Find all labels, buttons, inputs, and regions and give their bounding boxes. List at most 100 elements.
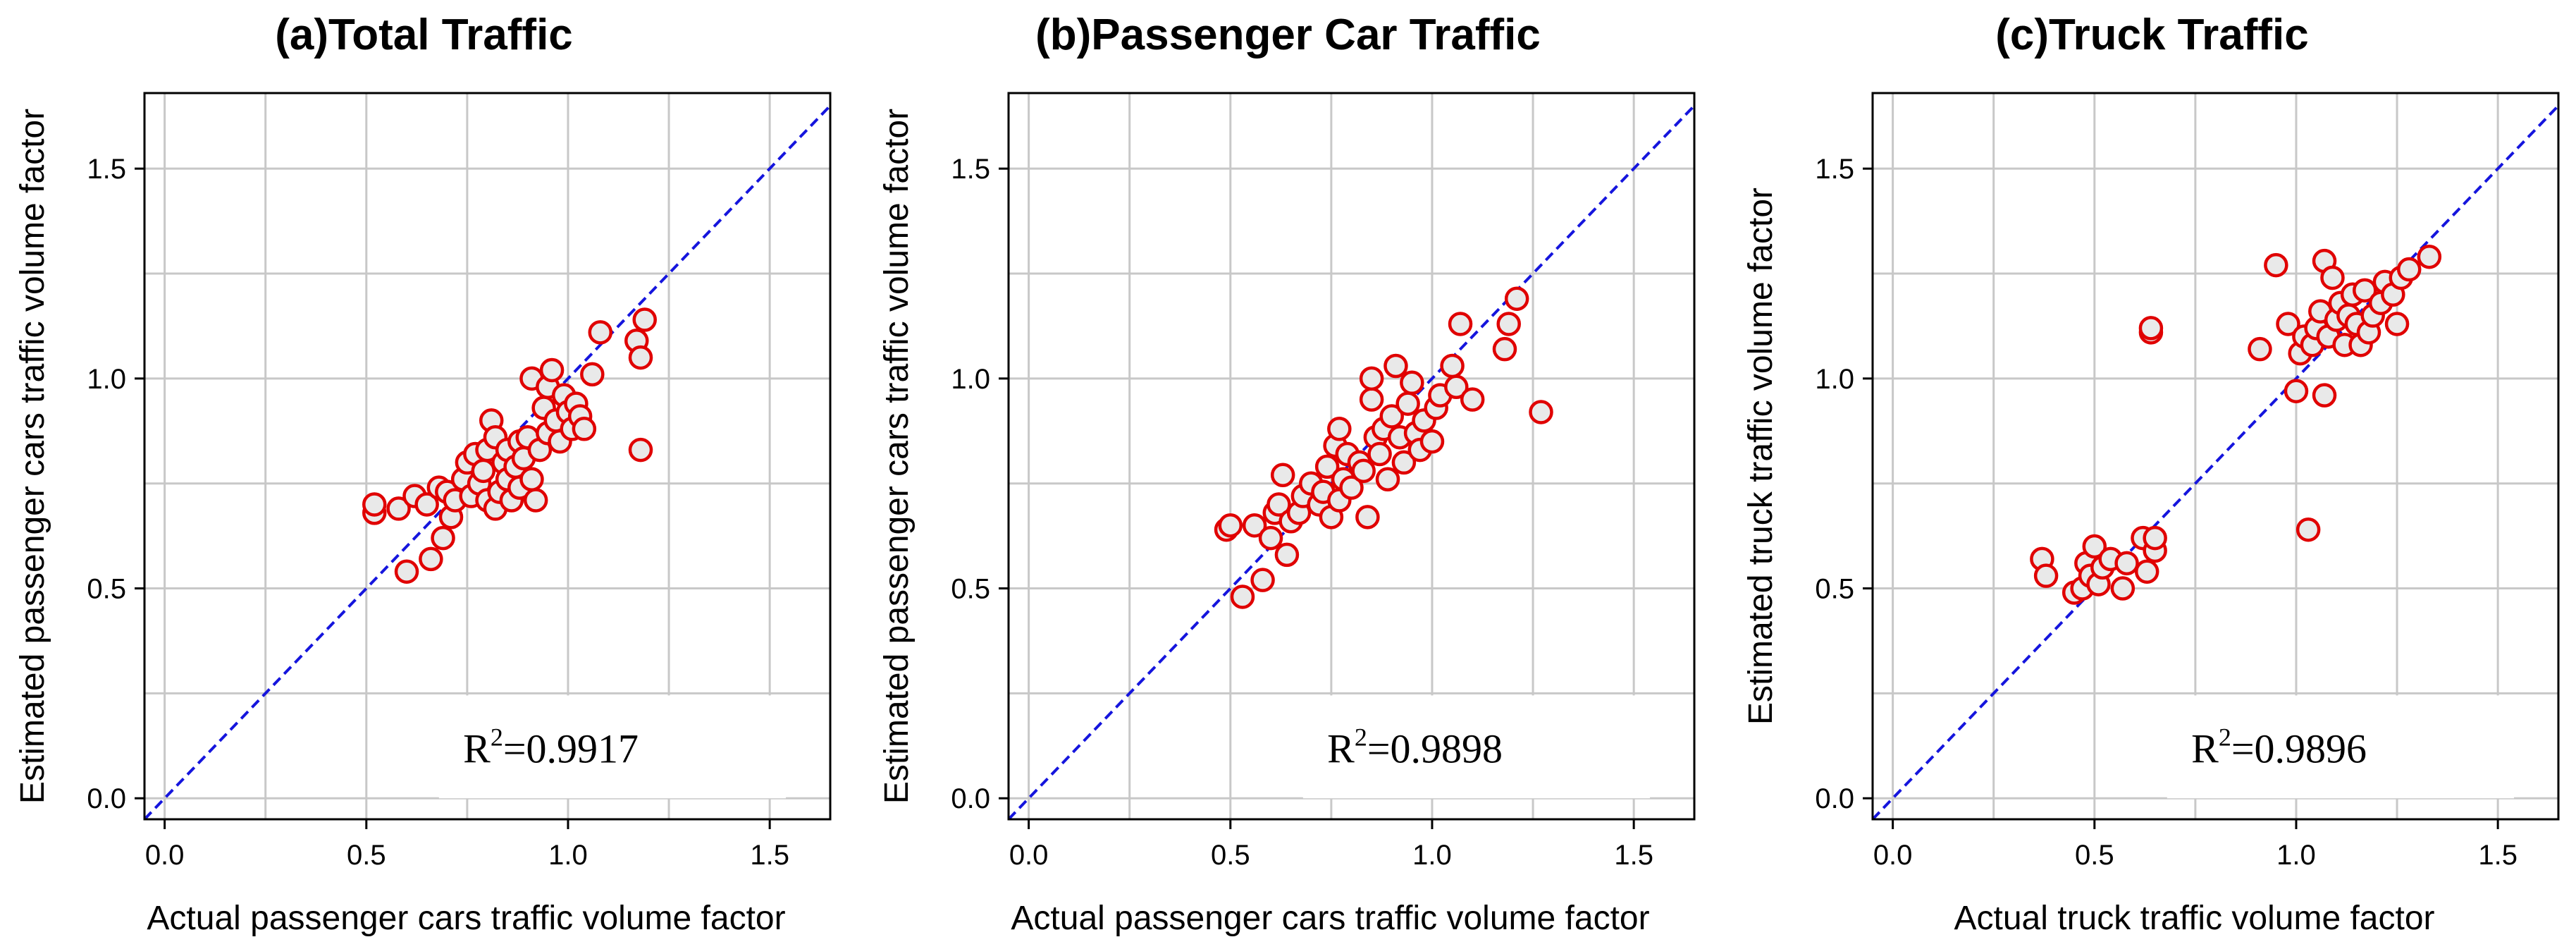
data-point	[2134, 559, 2159, 584]
y-tick-label: 1.0	[951, 364, 990, 395]
x-tick-label: 1.0	[2276, 840, 2316, 871]
data-point	[1379, 404, 1404, 429]
chart-truck-traffic: (c)Truck Traffic R2=0.9896 0.0 0.5 1.0 1.5 0.0…	[1728, 0, 2576, 949]
y-tick-label: 1.5	[87, 154, 126, 185]
data-point	[1258, 525, 1283, 551]
data-point	[1359, 366, 1384, 391]
data-point	[1440, 353, 1465, 379]
x-tick-label: 0.5	[1211, 840, 1250, 871]
y-axis-label: Estimated passenger cars traffic volume …	[14, 109, 51, 804]
x-tick-label: 0.0	[1009, 840, 1049, 871]
chart-svg-truck-traffic: (c)Truck Traffic R2=0.9896 0.0 0.5 1.0 1.5 0.0…	[1742, 11, 2560, 937]
data-point	[2033, 563, 2059, 588]
x-tick-label: 1.0	[1412, 840, 1452, 871]
data-point	[1359, 387, 1384, 412]
data-point	[1444, 374, 1469, 400]
reference-line	[144, 104, 830, 819]
y-tick-label: 0.5	[87, 574, 126, 605]
data-point	[2312, 383, 2337, 408]
x-tick-label: 0.5	[347, 840, 386, 871]
r2-superscript: 2	[2219, 723, 2231, 752]
data-point	[1395, 391, 1420, 416]
y-axis-label: Estimated truck traffic volume factor	[1742, 188, 1780, 725]
data-point	[431, 525, 455, 551]
y-tick-label: 0.0	[951, 783, 990, 814]
data-point	[1496, 312, 1521, 336]
x-tick-label: 0.0	[1873, 840, 1913, 871]
data-point	[471, 458, 496, 484]
x-tick-label: 0.0	[145, 840, 185, 871]
data-point	[2143, 525, 2167, 551]
chart-passenger-car-traffic: (b)Passenger Car Traffic R2=0.9898 0.0 0.5 1…	[864, 0, 1723, 949]
data-point	[1492, 336, 1517, 362]
x-tick-label: 1.5	[1614, 840, 1653, 871]
r2-annotation: R2=0.9917	[438, 695, 787, 799]
chart-title: (b)Passenger Car Traffic	[1035, 11, 1541, 59]
data-point	[572, 417, 597, 441]
r2-value: =0.9896	[2231, 726, 2367, 772]
r2-superscript: 2	[491, 723, 503, 752]
data-point	[1367, 441, 1392, 467]
data-point	[1529, 400, 1553, 424]
x-tick-label: 0.5	[2075, 840, 2114, 871]
y-tick-label: 0.0	[87, 783, 126, 814]
data-points	[2030, 244, 2442, 605]
data-point	[1460, 387, 1485, 412]
data-point	[414, 492, 439, 517]
r2-box	[1302, 695, 1651, 799]
data-point	[386, 496, 411, 521]
x-axis-label: Actual passenger cars traffic volume fac…	[147, 900, 785, 937]
data-point	[519, 467, 544, 491]
data-point	[1504, 286, 1529, 311]
data-points	[362, 307, 657, 584]
chart-svg-total-traffic: (a)Total Traffic R2=0.9917 0.0 0.5 1.0 1.5 0.0…	[14, 11, 832, 937]
data-point	[2276, 312, 2300, 336]
x-axis-label: Actual passenger cars traffic volume fac…	[1011, 900, 1649, 937]
reference-line	[1009, 104, 1694, 819]
data-point	[2295, 517, 2321, 542]
data-point	[2396, 257, 2422, 282]
reference-line	[1873, 104, 2558, 819]
r2-value: =0.9917	[503, 726, 639, 772]
plot-frame	[143, 92, 832, 821]
data-point	[394, 559, 419, 584]
y-tick-label: 1.0	[1815, 364, 1854, 395]
r2-prefix: R	[463, 726, 491, 772]
chart-svg-passenger-car-traffic: (b)Passenger Car Traffic R2=0.9898 0.0 0.5 1…	[878, 11, 1696, 937]
y-axis-label: Estimated passenger cars traffic volume …	[878, 109, 916, 804]
data-point	[2353, 278, 2377, 303]
data-point	[1339, 475, 1364, 500]
data-point	[632, 307, 657, 332]
r2-prefix: R	[1327, 726, 1355, 772]
y-tick-label: 1.0	[87, 364, 126, 395]
data-point	[1267, 492, 1291, 517]
data-point	[2264, 252, 2288, 278]
data-point	[1355, 505, 1380, 529]
chart-title: (c)Truck Traffic	[1995, 11, 2308, 59]
y-tick-label: 0.5	[951, 574, 990, 605]
data-point	[2417, 244, 2442, 269]
data-point	[1250, 568, 1275, 592]
data-point	[419, 546, 443, 572]
data-point	[1383, 353, 1408, 379]
data-point	[2248, 336, 2272, 362]
data-point	[2138, 316, 2164, 341]
data-point	[1375, 467, 1400, 491]
data-point	[580, 362, 605, 387]
data-point	[2082, 534, 2107, 559]
data-point	[588, 320, 613, 345]
plot-frame	[1007, 92, 1696, 821]
r2-text: R2=0.9896	[2191, 723, 2367, 772]
chart-title: (a)Total Traffic	[275, 11, 573, 59]
x-axis-label: Actual truck traffic volume factor	[1954, 900, 2434, 937]
r2-text: R2=0.9917	[463, 723, 639, 772]
data-point	[1327, 417, 1352, 441]
y-tick-label: 1.5	[951, 154, 990, 185]
r2-box	[2167, 695, 2515, 799]
data-point	[1400, 370, 1424, 396]
r2-prefix: R	[2191, 726, 2219, 772]
data-point	[1419, 429, 1445, 454]
data-point	[1274, 542, 1300, 568]
grid	[1873, 93, 2558, 819]
